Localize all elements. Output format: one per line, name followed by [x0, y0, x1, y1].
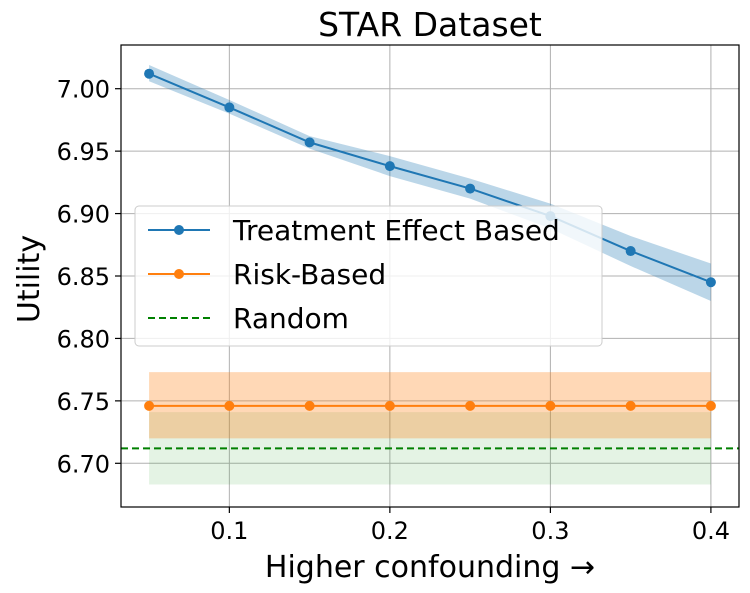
legend-marker-risk — [174, 269, 184, 279]
x-tick-label: 0.2 — [371, 517, 409, 545]
y-tick-label: 6.95 — [57, 138, 110, 166]
legend-box — [134, 205, 603, 347]
y-tick-label: 6.90 — [57, 201, 110, 229]
legend-label-random: Random — [233, 302, 349, 335]
band-treatment-effect-based — [149, 64, 711, 301]
axis-ticks: 0.1 0.2 0.3 0.4 6.70 6.75 6.80 6.85 6.90 6.95 7.00 — [57, 76, 730, 545]
y-tick-label: 6.70 — [57, 450, 110, 478]
y-tick-label: 6.85 — [57, 263, 110, 291]
point-treatment-effect-based — [224, 102, 235, 113]
x-tick-label: 0.1 — [210, 517, 248, 545]
x-tick-label: 0.3 — [531, 517, 569, 545]
chart-title: STAR Dataset — [318, 5, 542, 44]
point-treatment-effect-based — [705, 277, 716, 288]
point-treatment-effect-based — [465, 183, 476, 194]
point-risk-based — [304, 400, 315, 411]
point-risk-based — [465, 400, 476, 411]
legend-label-risk: Risk-Based — [233, 258, 386, 291]
point-treatment-effect-based — [144, 68, 155, 79]
point-risk-based — [545, 400, 556, 411]
legend-label-treatment: Treatment Effect Based — [232, 214, 560, 247]
legend: Treatment Effect Based Risk-Based Random — [134, 205, 603, 347]
point-treatment-effect-based — [304, 137, 315, 148]
x-tick-label: 0.4 — [692, 517, 730, 545]
x-axis-label: Higher confounding → — [265, 550, 595, 585]
legend-marker-treatment — [174, 225, 184, 235]
point-risk-based — [384, 400, 395, 411]
point-risk-based — [625, 400, 636, 411]
point-risk-based — [144, 400, 155, 411]
y-tick-label: 6.75 — [57, 388, 110, 416]
line-treatment-effect-based — [148, 72, 712, 284]
point-risk-based — [224, 400, 235, 411]
point-treatment-effect-based — [625, 246, 636, 257]
y-tick-label: 7.00 — [57, 76, 110, 104]
y-tick-label: 6.80 — [57, 325, 110, 353]
point-risk-based — [705, 400, 716, 411]
y-axis-label: Utility — [12, 235, 47, 323]
point-treatment-effect-based — [384, 161, 395, 172]
